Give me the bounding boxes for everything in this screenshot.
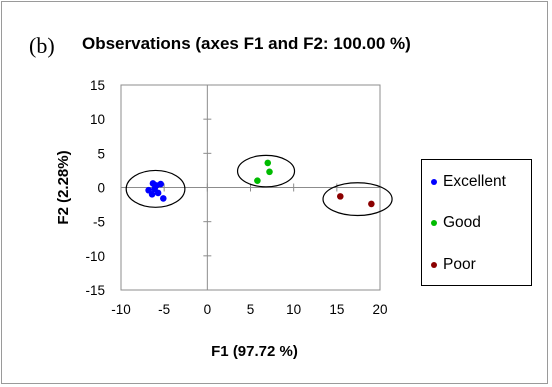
x-tick-label: 20	[372, 302, 387, 317]
legend-item-good: Good	[431, 214, 481, 232]
legend-marker-excellent	[431, 179, 437, 185]
data-point-good	[264, 159, 272, 167]
legend: Excellent Good Poor	[421, 159, 532, 286]
x-tick-label: -10	[111, 302, 131, 317]
y-tick-label: -5	[93, 215, 105, 230]
legend-label-poor: Poor	[443, 256, 476, 273]
data-point-good	[266, 168, 273, 176]
data-point-good	[254, 177, 261, 184]
x-tick-label: 0	[204, 302, 212, 317]
group-ellipse	[125, 169, 186, 208]
y-tick-label: 0	[97, 181, 105, 196]
data-point-excellent	[160, 195, 167, 202]
x-tick-label: 15	[329, 302, 344, 317]
x-tick-label: -5	[158, 302, 170, 317]
label-layer: -10 -5 0 5 10 15 20 -15 -10 -5 0 5 10 15 F1 (97.72 %) F…	[55, 78, 388, 360]
legend-marker-good	[431, 220, 437, 226]
y-tick-label: -15	[85, 283, 105, 298]
data-point-poor	[368, 200, 375, 208]
legend-label-good: Good	[443, 214, 481, 231]
x-tick-label: 10	[286, 302, 301, 317]
data-point-excellent	[154, 189, 162, 197]
y-tick-label: 5	[97, 146, 105, 161]
legend-item-poor: Poor	[431, 256, 476, 274]
legend-marker-poor	[431, 262, 437, 268]
x-tick-label: 5	[247, 302, 255, 317]
axes-layer	[120, 84, 381, 291]
group-ellipse	[322, 182, 393, 217]
data-point-excellent	[157, 180, 165, 188]
data-point-excellent	[148, 191, 156, 198]
y-tick-label: -10	[85, 249, 105, 264]
point-layer	[145, 159, 375, 208]
ellipse-layer	[125, 154, 393, 217]
legend-label-excellent: Excellent	[443, 173, 506, 190]
panel-label: (b)	[29, 33, 55, 58]
legend-item-excellent: Excellent	[431, 173, 506, 191]
y-tick-label: 10	[90, 112, 105, 127]
y-tick-label: 15	[90, 78, 105, 93]
data-point-poor	[336, 193, 344, 200]
group-ellipse	[236, 154, 296, 188]
y-axis-label: F2 (2.28%)	[55, 150, 72, 224]
x-axis-label: F1 (97.72 %)	[211, 343, 298, 360]
chart-title: Observations (axes F1 and F2: 100.00 %)	[82, 34, 411, 53]
